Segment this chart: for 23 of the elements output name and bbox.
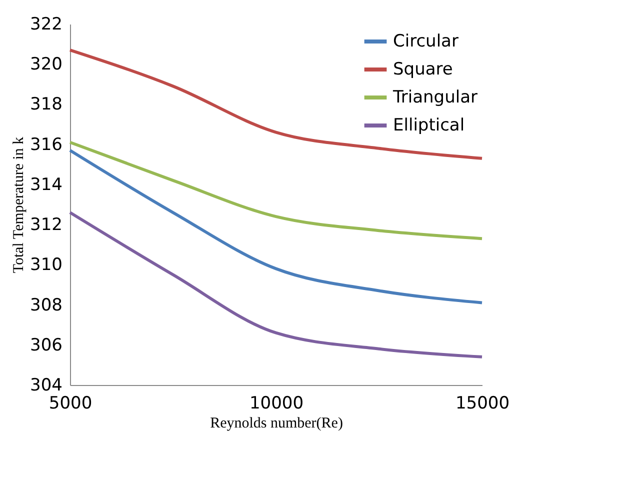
legend-label: Square [393, 60, 453, 80]
y-tick-label: 318 [30, 94, 62, 115]
line-series [68, 211, 484, 358]
x-tick-label: 5000 [48, 394, 92, 414]
y-tick-label: 322 [30, 14, 62, 34]
y-tick-label: 312 [30, 215, 62, 236]
line-series [68, 148, 484, 304]
y-axis-title: Total Temperature in k [11, 136, 28, 274]
y-tick-label: 314 [30, 174, 62, 195]
x-tick-label: 15000 [455, 394, 510, 414]
legend-label: Elliptical [393, 116, 465, 136]
y-tick-label: 316 [30, 134, 62, 155]
y-tick-label: 308 [30, 295, 62, 316]
legend-label: Triangular [392, 88, 478, 108]
y-tick-label: 320 [30, 54, 62, 75]
line-series [68, 140, 484, 240]
x-tick-label: 10000 [249, 394, 304, 414]
x-axis-title: Reynolds number(Re) [210, 416, 343, 432]
y-tick-label: 306 [30, 335, 62, 356]
legend-label: Circular [393, 32, 458, 52]
y-tick-label: 310 [30, 255, 62, 276]
line-series [68, 48, 484, 160]
y-tick-label: 304 [30, 376, 62, 396]
